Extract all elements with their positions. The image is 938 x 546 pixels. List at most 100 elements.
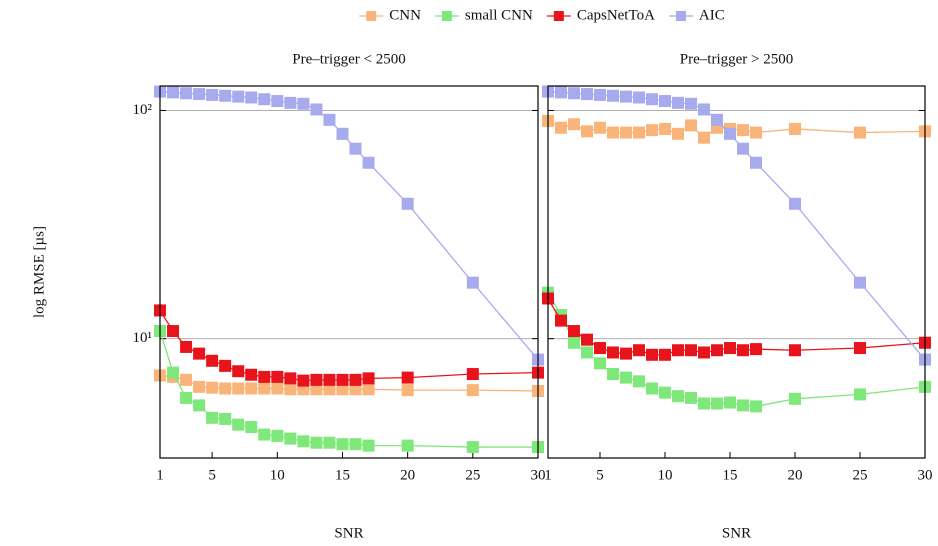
marker <box>659 122 671 135</box>
marker <box>310 383 323 396</box>
legend-marker <box>441 11 452 21</box>
marker <box>789 344 801 357</box>
marker <box>245 421 258 434</box>
marker <box>555 86 567 99</box>
x-tick-label: 30 <box>531 467 546 483</box>
marker <box>245 91 258 104</box>
marker <box>594 342 606 355</box>
marker <box>633 126 645 139</box>
x-tick-label: 20 <box>400 467 415 483</box>
marker <box>258 370 271 383</box>
marker <box>336 373 349 386</box>
marker <box>401 197 414 210</box>
marker <box>284 432 297 445</box>
marker <box>180 373 193 386</box>
marker <box>284 372 297 385</box>
marker <box>555 314 567 327</box>
marker <box>789 122 801 135</box>
marker <box>555 121 567 134</box>
marker <box>180 340 193 353</box>
y-axis-label: log RMSE [µs] <box>31 226 47 318</box>
marker <box>854 126 866 139</box>
marker <box>659 95 671 108</box>
marker <box>466 384 479 397</box>
marker <box>349 373 362 386</box>
legend: CNN small CNN CapsNetToA AIC <box>359 7 725 23</box>
marker <box>737 124 749 137</box>
marker <box>167 325 180 338</box>
marker <box>724 127 736 140</box>
marker <box>349 383 362 396</box>
marker <box>336 127 349 140</box>
marker <box>180 87 193 100</box>
marker <box>633 344 645 357</box>
marker <box>297 97 310 110</box>
x-tick-label: 25 <box>853 467 868 483</box>
marker <box>568 336 580 349</box>
marker <box>711 344 723 357</box>
series-line <box>159 310 539 382</box>
marker <box>646 93 658 106</box>
marker <box>620 347 632 360</box>
marker <box>646 348 658 361</box>
x-axis-label: SNR <box>722 525 751 541</box>
marker <box>607 89 619 102</box>
marker <box>271 370 284 383</box>
marker <box>646 124 658 137</box>
marker <box>646 382 658 395</box>
marker <box>672 127 684 140</box>
marker <box>362 372 375 385</box>
marker <box>724 342 736 355</box>
marker <box>685 391 697 404</box>
marker <box>258 382 271 395</box>
marker <box>219 382 232 395</box>
panel-title: Pre–trigger < 2500 <box>292 51 405 67</box>
marker <box>581 346 593 359</box>
marker <box>854 342 866 355</box>
marker <box>206 381 219 394</box>
marker <box>401 384 414 397</box>
marker <box>620 90 632 103</box>
marker <box>724 396 736 409</box>
marker <box>750 156 762 169</box>
marker <box>193 380 206 393</box>
marker <box>854 276 866 289</box>
marker <box>672 390 684 403</box>
marker <box>659 386 671 399</box>
marker <box>180 391 193 404</box>
x-tick-label: 30 <box>918 467 933 483</box>
marker <box>698 397 710 410</box>
marker <box>310 373 323 386</box>
legend-marker <box>675 11 686 21</box>
marker <box>789 392 801 405</box>
marker <box>323 383 336 396</box>
marker <box>362 156 375 169</box>
marker <box>362 439 375 452</box>
marker <box>711 397 723 410</box>
marker <box>750 400 762 413</box>
x-axis-label: SNR <box>334 525 363 541</box>
marker <box>685 97 697 110</box>
marker <box>206 354 219 367</box>
legend-label: CNN <box>389 7 421 23</box>
marker <box>349 142 362 155</box>
marker <box>323 436 336 449</box>
marker <box>232 90 245 103</box>
marker <box>362 383 375 396</box>
marker <box>581 333 593 346</box>
marker <box>245 368 258 381</box>
marker <box>594 88 606 101</box>
marker <box>323 373 336 386</box>
marker <box>581 125 593 138</box>
marker <box>219 412 232 425</box>
x-tick-label: 10 <box>658 467 673 483</box>
marker <box>271 429 284 442</box>
marker <box>219 359 232 372</box>
marker <box>737 344 749 357</box>
x-tick-label: 1 <box>156 467 164 483</box>
marker <box>698 346 710 359</box>
marker <box>245 382 258 395</box>
marker <box>607 368 619 381</box>
marker <box>310 436 323 449</box>
